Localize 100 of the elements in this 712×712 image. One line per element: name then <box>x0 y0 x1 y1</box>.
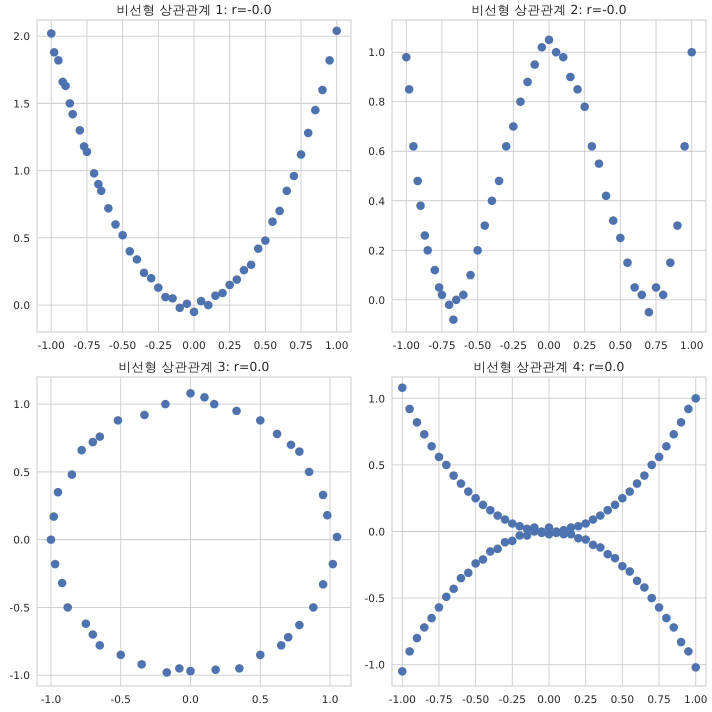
point <box>125 247 134 256</box>
point <box>566 530 576 538</box>
x-tick-label: 0.25 <box>218 340 242 352</box>
point <box>680 142 689 151</box>
point <box>494 176 504 186</box>
point <box>46 29 56 38</box>
point <box>322 510 332 520</box>
point <box>640 583 649 592</box>
point <box>196 296 206 306</box>
point <box>254 244 263 253</box>
y-tick-label: 0.0 <box>368 294 385 307</box>
point <box>309 603 318 612</box>
point <box>412 418 422 427</box>
point <box>82 147 92 156</box>
chart-title: 비선형 상관관계 1: r=-0.0 <box>116 2 272 17</box>
point <box>610 554 620 562</box>
point <box>304 128 312 138</box>
point <box>328 560 338 568</box>
chart-title: 비선형 상관관계 2: r=-0.0 <box>471 2 627 17</box>
point <box>632 479 642 488</box>
point <box>140 268 148 278</box>
x-tick-label: 1.0 <box>322 694 338 706</box>
x-tick-label: 0.75 <box>647 694 671 706</box>
point <box>625 487 634 496</box>
point <box>430 266 440 274</box>
y-tick-label: 0.5 <box>13 466 30 479</box>
point <box>427 442 436 451</box>
point <box>574 534 583 542</box>
point <box>618 494 627 503</box>
x-tick-label: -0.25 <box>144 340 172 352</box>
point <box>96 186 106 196</box>
point <box>687 48 696 56</box>
x-tick-label: 0.50 <box>608 340 632 352</box>
point <box>114 416 122 425</box>
point <box>304 468 314 476</box>
point <box>63 603 72 612</box>
point <box>594 159 604 168</box>
point <box>286 440 296 450</box>
point <box>673 221 682 230</box>
chart-title: 비선형 상관관계 3: r=0.0 <box>118 359 270 374</box>
point <box>161 400 170 408</box>
point <box>66 99 74 108</box>
point <box>500 515 510 524</box>
point <box>398 667 407 676</box>
point <box>284 632 292 642</box>
point <box>256 416 265 425</box>
point <box>616 234 625 242</box>
point <box>471 494 480 503</box>
y-tick-label: -0.5 <box>364 593 385 606</box>
point <box>168 294 177 303</box>
point <box>211 665 220 674</box>
point <box>666 258 675 267</box>
point <box>508 519 517 528</box>
point <box>409 142 418 151</box>
x-tick-label: 1.00 <box>684 694 708 706</box>
point <box>459 290 468 300</box>
point <box>96 432 104 441</box>
point <box>669 623 678 632</box>
point <box>398 383 407 392</box>
point <box>412 634 422 642</box>
point <box>49 512 58 521</box>
point <box>596 511 605 520</box>
point <box>438 290 446 300</box>
x-tick-label: -1.00 <box>388 694 416 706</box>
point <box>588 540 598 550</box>
point <box>442 592 451 602</box>
point <box>434 283 444 292</box>
point <box>68 110 77 118</box>
point <box>566 72 575 82</box>
point <box>268 217 277 226</box>
x-tick-label: -0.75 <box>73 340 101 352</box>
point <box>552 48 560 56</box>
point <box>118 230 127 240</box>
point <box>272 430 282 438</box>
point <box>608 216 618 225</box>
point <box>96 641 104 650</box>
point <box>684 404 693 414</box>
point <box>449 471 458 480</box>
point <box>240 266 248 274</box>
chart-title: 비선형 상관관계 4: r=0.0 <box>474 359 624 374</box>
x-tick-label: 0.25 <box>574 694 598 706</box>
point <box>530 60 540 69</box>
x-tick-label: 0.0 <box>182 694 199 706</box>
point <box>486 547 495 556</box>
point <box>654 603 664 612</box>
point <box>276 641 286 650</box>
point <box>538 42 546 52</box>
point <box>161 292 170 302</box>
point <box>332 26 342 36</box>
x-tick-label: 0.75 <box>644 340 668 352</box>
point <box>68 470 76 479</box>
point <box>318 490 328 500</box>
x-tick-label: -0.5 <box>110 694 131 706</box>
point <box>473 246 482 255</box>
point <box>558 52 568 62</box>
point <box>603 506 612 514</box>
point <box>580 102 589 111</box>
point <box>676 638 686 646</box>
x-tick-label: 0.00 <box>537 340 561 352</box>
point <box>88 630 98 639</box>
